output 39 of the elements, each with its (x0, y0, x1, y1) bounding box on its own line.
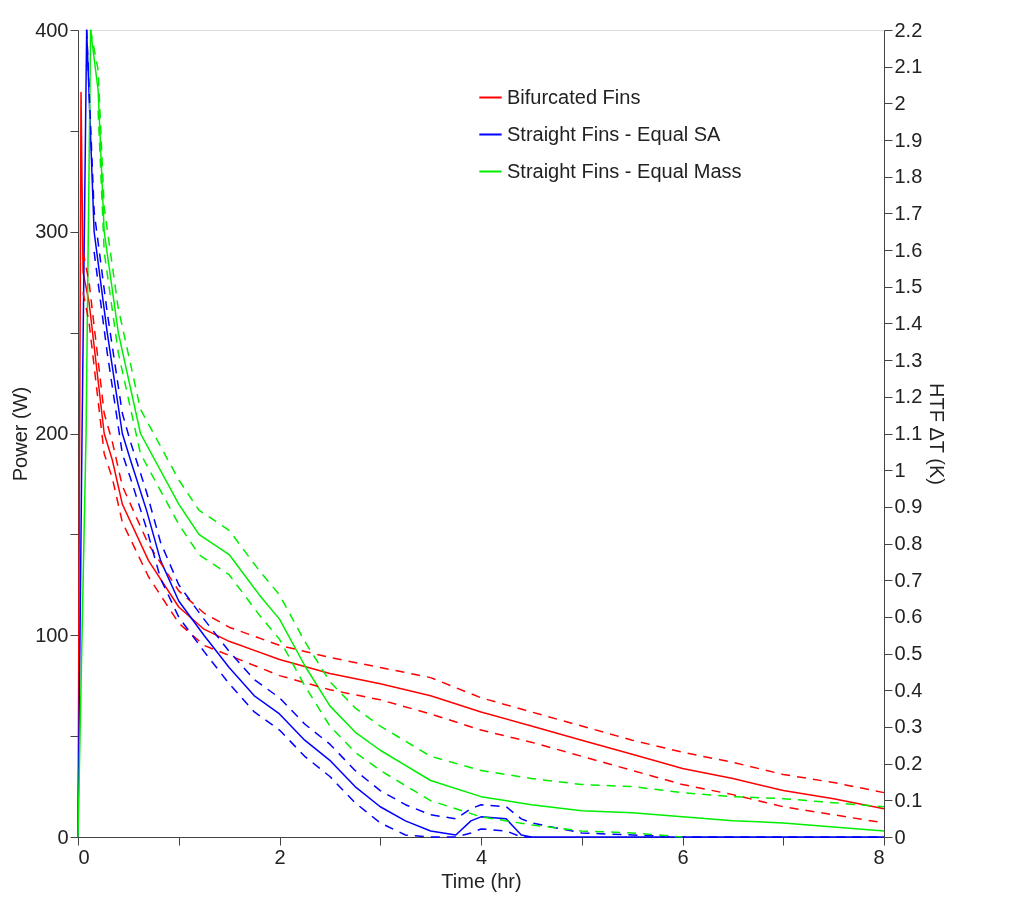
x-tick-label: 8 (873, 845, 885, 868)
y-tick-label: 300 (35, 220, 69, 243)
y2-tick-label: 1.9 (894, 128, 923, 151)
y2-tick-label: 0.7 (894, 568, 923, 591)
y2-tick-label: 1.1 (894, 422, 923, 444)
y-tick-label: 200 (35, 422, 69, 444)
y2-tick-label: 1.4 (894, 311, 923, 334)
x-axis-title: Time (hr) (441, 869, 522, 892)
y2-tick-label: 1.3 (894, 348, 923, 371)
y2-tick-label: 0.8 (894, 532, 923, 555)
y2-tick-label: 0.2 (894, 752, 923, 775)
y-tick-label: 0 (57, 825, 69, 848)
y2-tick-label: 0.4 (894, 678, 923, 701)
legend-label: Straight Fins - Equal Mass (507, 159, 742, 182)
y2-tick-label: 0.1 (894, 788, 923, 811)
legend-label: Bifurcated Fins (507, 85, 641, 108)
x-tick-label: 4 (475, 845, 488, 868)
y-tick-label: 100 (35, 623, 69, 646)
x-tick-label: 6 (677, 845, 689, 868)
y2-tick-label: 1.5 (894, 275, 923, 298)
y-axis-title: Power (W) (9, 386, 32, 482)
y2-tick-label: 1.8 (894, 165, 923, 188)
y2-tick-label: 0.3 (894, 715, 923, 738)
y2-tick-label: 1.7 (894, 201, 923, 224)
y2-tick-label: 0.6 (894, 605, 923, 628)
y2-tick-label: 1.6 (894, 238, 923, 261)
y-tick-label: 400 (35, 18, 69, 41)
x-tick-label: 2 (274, 845, 286, 868)
y2-tick-label: 0.5 (894, 642, 923, 665)
y2-tick-label: 2.2 (894, 18, 923, 41)
y2-tick-label: 0 (894, 825, 906, 848)
x-tick-label: 0 (78, 845, 90, 868)
y2-tick-label: 1.2 (894, 385, 923, 408)
y2-tick-label: 0.9 (894, 495, 923, 518)
y2-axis-title: HTF ΔT (K) (926, 383, 949, 485)
y2-tick-label: 2.1 (894, 55, 923, 78)
y2-tick-label: 1 (894, 458, 906, 481)
y2-tick-label: 2 (894, 91, 906, 114)
legend-label: Straight Fins - Equal SA (507, 122, 722, 145)
